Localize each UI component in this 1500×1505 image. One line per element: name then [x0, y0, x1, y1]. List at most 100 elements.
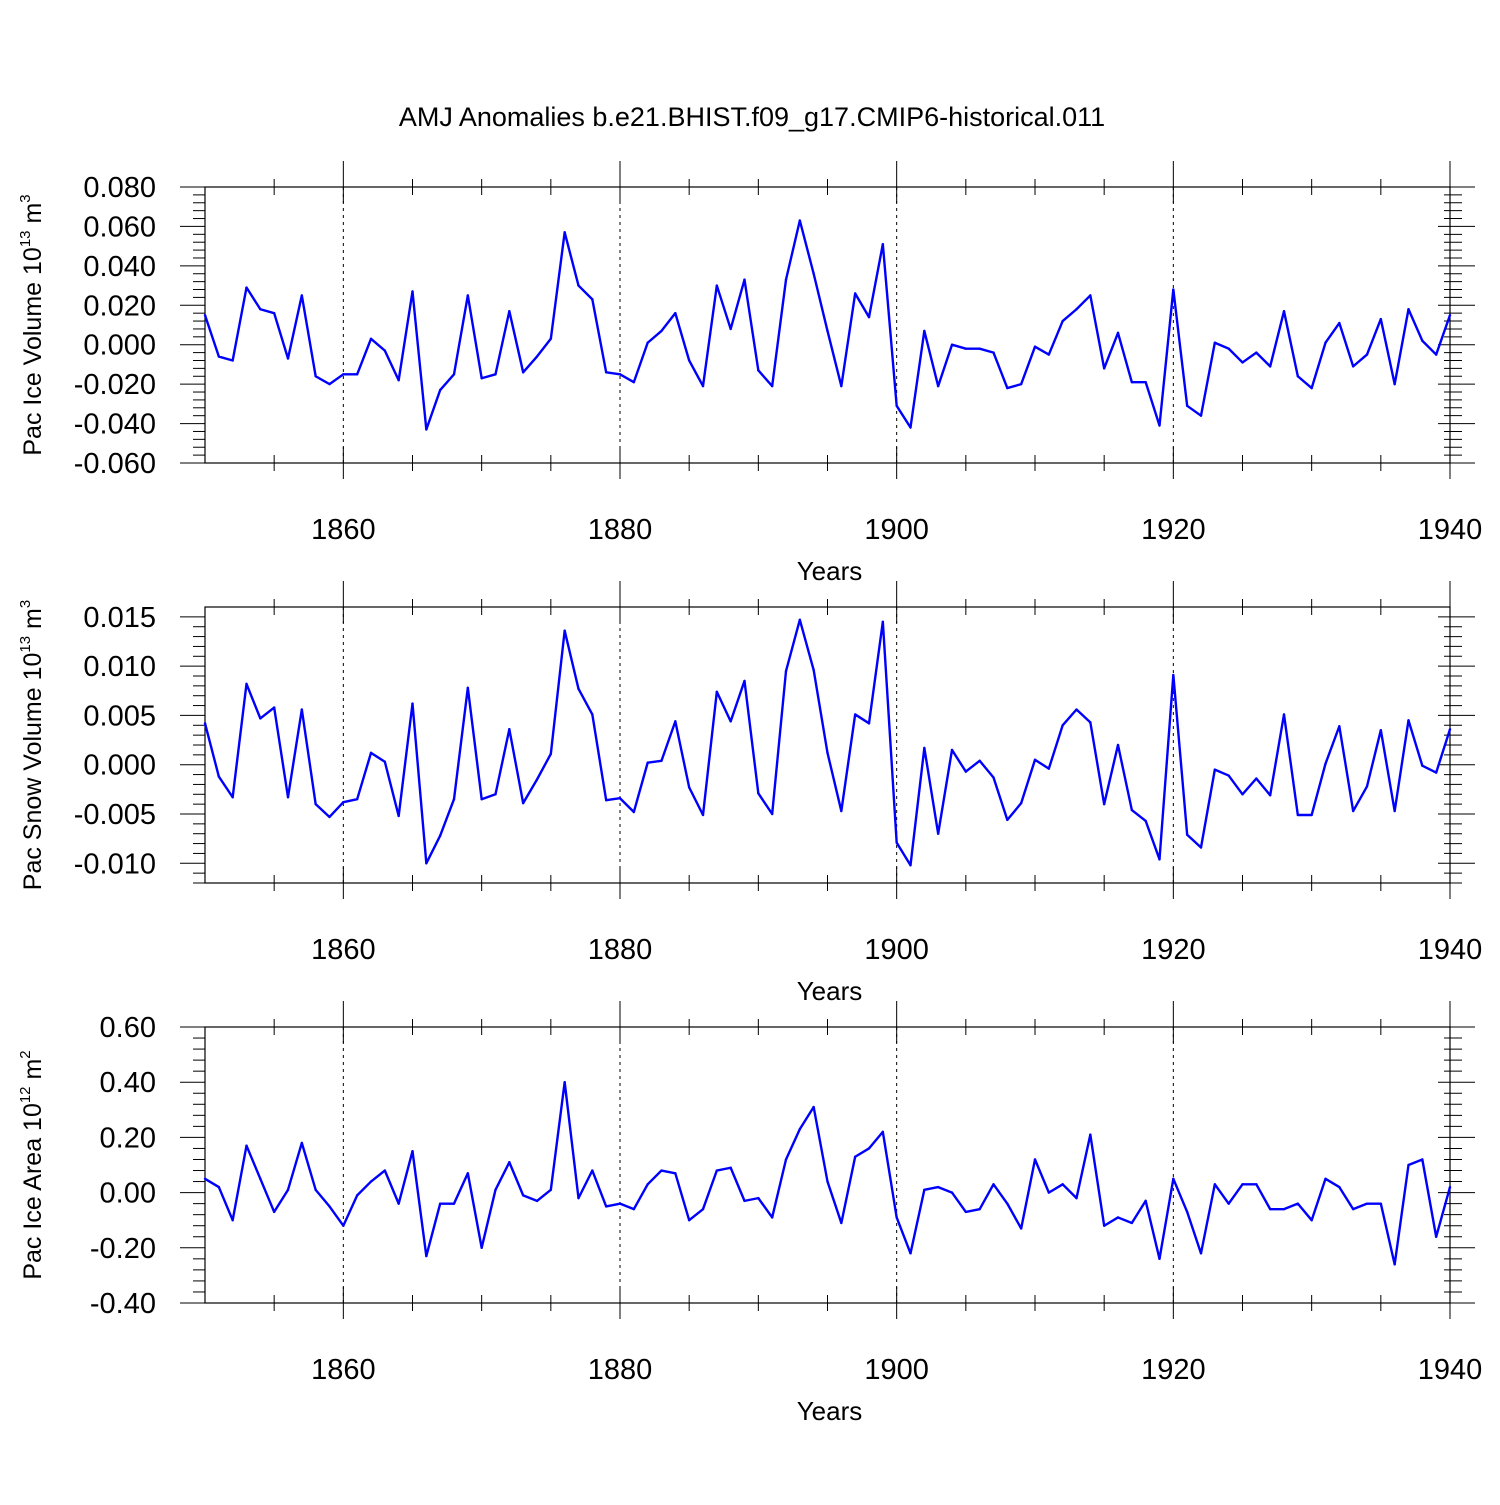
data-point	[480, 798, 483, 801]
data-point	[1075, 1196, 1078, 1200]
data-point	[978, 1207, 981, 1211]
data-point	[826, 751, 829, 755]
data-point	[466, 686, 470, 690]
x-tick-label: 1900	[864, 514, 929, 546]
data-point	[867, 1147, 871, 1150]
data-point	[1351, 809, 1355, 813]
data-point	[1365, 1202, 1369, 1205]
data-point	[369, 1180, 373, 1183]
data-point	[314, 802, 317, 806]
x-tick-label: 1860	[311, 514, 376, 546]
data-point	[1296, 375, 1300, 378]
data-point	[286, 1188, 290, 1192]
series-line-1	[203, 219, 1452, 431]
data-point	[1255, 351, 1258, 354]
data-point	[203, 722, 207, 725]
data-point	[674, 720, 677, 723]
data-point	[411, 1150, 414, 1153]
data-point	[923, 1188, 926, 1192]
data-point	[1268, 365, 1272, 368]
y-tick-label: 0.005	[83, 700, 156, 732]
data-point	[701, 813, 705, 817]
data-point	[245, 286, 248, 289]
data-point	[355, 1194, 359, 1197]
data-point	[964, 770, 968, 773]
x-axis-label: Years	[797, 976, 863, 1006]
data-point	[1324, 762, 1327, 765]
data-point	[992, 351, 995, 354]
data-point	[909, 426, 912, 429]
data-point	[923, 746, 926, 750]
data-point	[1033, 758, 1037, 761]
data-point	[784, 669, 788, 673]
data-point	[452, 1202, 456, 1205]
data-point	[646, 761, 649, 764]
data-point	[1006, 386, 1009, 390]
data-point	[1144, 380, 1147, 384]
data-point	[259, 308, 262, 311]
data-point	[328, 1205, 331, 1208]
data-point	[397, 379, 400, 382]
data-point	[217, 1185, 221, 1189]
data-point	[314, 375, 317, 378]
data-point	[1089, 294, 1092, 297]
data-point	[591, 1169, 594, 1172]
data-point	[604, 1205, 608, 1208]
series-line-2	[203, 618, 1452, 867]
data-point	[826, 1180, 829, 1183]
data-point	[1019, 382, 1023, 386]
data-point	[438, 834, 442, 837]
y-tick-label: 0.000	[83, 750, 156, 782]
data-point	[618, 797, 622, 800]
panel-2: -0.010 -0.005 0.000 0.005 0.010 0.015 1860 1880…	[17, 581, 1482, 1006]
data-point	[328, 382, 331, 386]
data-point	[770, 812, 774, 816]
data-point	[1116, 331, 1120, 335]
data-point	[1213, 341, 1217, 344]
data-point	[784, 278, 788, 281]
data-point	[1172, 288, 1175, 291]
data-point	[1282, 1207, 1286, 1211]
data-point	[1310, 813, 1313, 817]
data-point	[425, 862, 428, 865]
data-point	[355, 373, 359, 376]
data-point	[203, 313, 207, 317]
data-point	[217, 355, 221, 358]
data-point	[1407, 308, 1410, 311]
data-point	[425, 1254, 428, 1258]
data-point	[1282, 713, 1286, 716]
data-point	[1268, 794, 1272, 797]
data-point	[1338, 1185, 1341, 1189]
data-point	[660, 329, 663, 333]
data-point	[1158, 424, 1161, 427]
data-point	[1199, 1252, 1203, 1255]
data-point	[604, 799, 608, 802]
data-point	[245, 1144, 248, 1147]
y-tick-label: 0.20	[100, 1122, 156, 1154]
data-point	[217, 775, 221, 778]
data-point	[867, 315, 871, 319]
data-point	[950, 343, 954, 346]
series-line-3	[204, 1080, 1452, 1266]
data-point	[591, 713, 594, 716]
data-point	[314, 1188, 317, 1192]
data-point	[784, 1158, 788, 1161]
data-point	[577, 1196, 580, 1200]
data-point	[1379, 317, 1383, 321]
data-point	[300, 294, 304, 297]
data-point	[618, 1202, 622, 1205]
data-point	[1116, 743, 1120, 747]
data-point	[715, 284, 719, 287]
data-point	[1130, 1221, 1134, 1225]
data-point	[1407, 719, 1410, 722]
data-point	[1421, 764, 1424, 767]
data-point	[425, 428, 428, 431]
data-point	[411, 702, 414, 705]
data-point	[508, 1161, 511, 1164]
data-point	[936, 384, 940, 388]
data-point	[272, 706, 276, 709]
data-point	[853, 292, 857, 295]
data-point	[1006, 1202, 1009, 1205]
y-tick-label: 0.00	[100, 1178, 156, 1210]
data-point	[466, 1172, 470, 1175]
